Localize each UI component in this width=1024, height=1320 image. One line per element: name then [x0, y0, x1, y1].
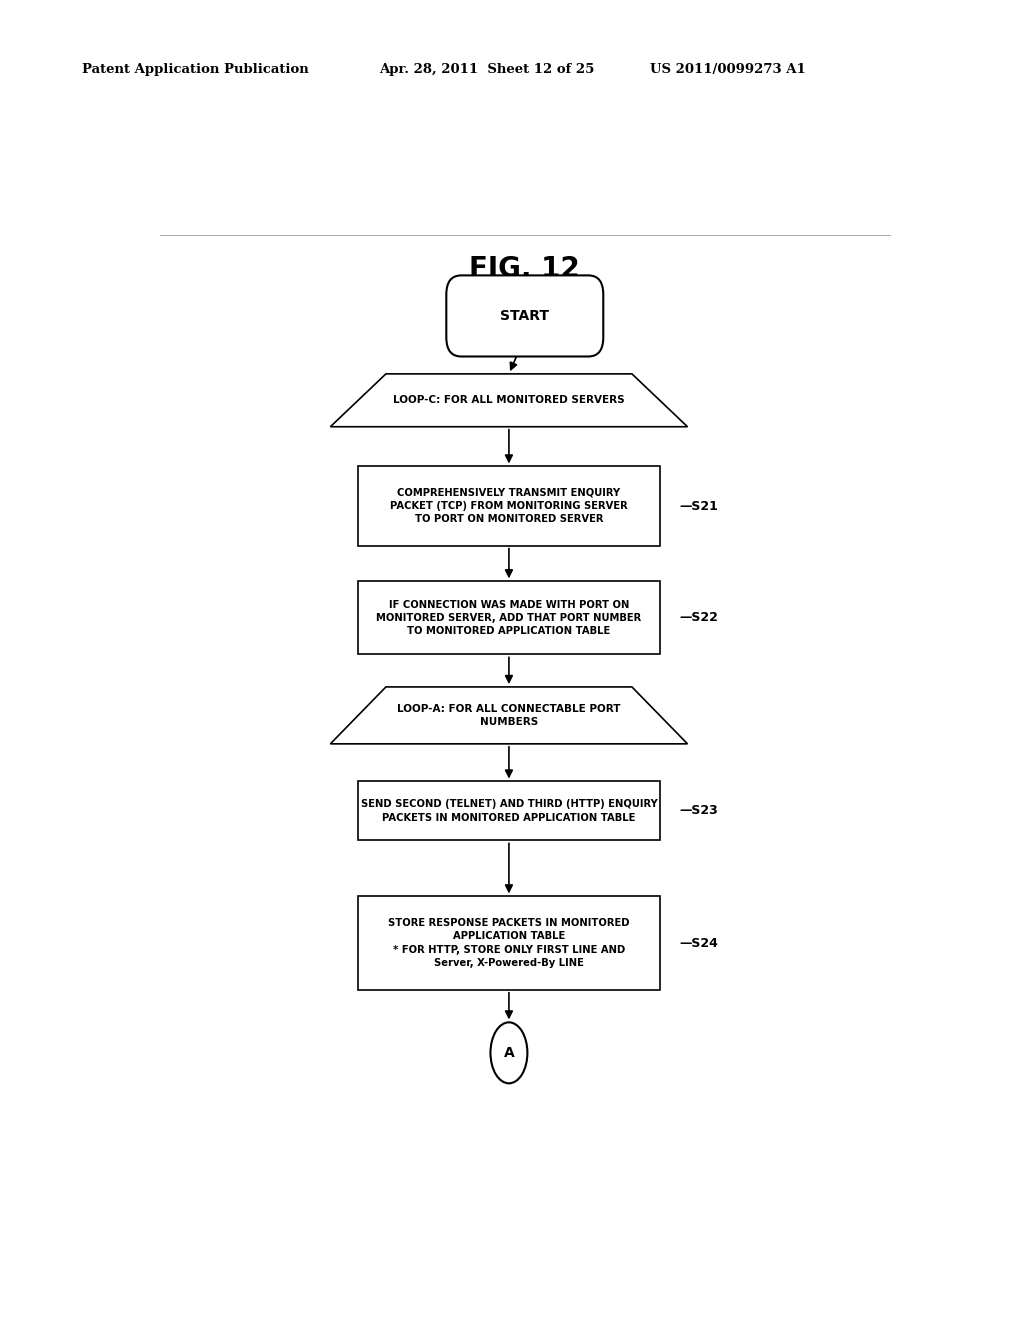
Text: START: START: [501, 309, 549, 323]
Text: —S21: —S21: [680, 499, 719, 512]
Ellipse shape: [490, 1022, 527, 1084]
Bar: [358, 581, 659, 655]
Text: STORE RESPONSE PACKETS IN MONITORED
APPLICATION TABLE
* FOR HTTP, STORE ONLY FIR: STORE RESPONSE PACKETS IN MONITORED APPL…: [388, 919, 630, 968]
Text: —S24: —S24: [680, 937, 719, 949]
Text: IF CONNECTION WAS MADE WITH PORT ON
MONITORED SERVER, ADD THAT PORT NUMBER
TO MO: IF CONNECTION WAS MADE WITH PORT ON MONI…: [376, 599, 642, 636]
Text: Patent Application Publication: Patent Application Publication: [82, 63, 308, 77]
Polygon shape: [331, 686, 687, 744]
Text: SEND SECOND (TELNET) AND THIRD (HTTP) ENQUIRY
PACKETS IN MONITORED APPLICATION T: SEND SECOND (TELNET) AND THIRD (HTTP) EN…: [360, 800, 657, 822]
Text: LOOP-C: FOR ALL MONITORED SERVERS: LOOP-C: FOR ALL MONITORED SERVERS: [393, 395, 625, 405]
Text: FIG. 12: FIG. 12: [469, 255, 581, 282]
Bar: [358, 896, 659, 990]
Text: COMPREHENSIVELY TRANSMIT ENQUIRY
PACKET (TCP) FROM MONITORING SERVER
TO PORT ON : COMPREHENSIVELY TRANSMIT ENQUIRY PACKET …: [390, 488, 628, 524]
Text: LOOP-A: FOR ALL CONNECTABLE PORT
NUMBERS: LOOP-A: FOR ALL CONNECTABLE PORT NUMBERS: [397, 704, 621, 727]
Bar: [358, 781, 659, 841]
Text: US 2011/0099273 A1: US 2011/0099273 A1: [650, 63, 806, 77]
Polygon shape: [331, 374, 687, 426]
FancyBboxPatch shape: [446, 276, 603, 356]
Text: —S22: —S22: [680, 611, 719, 624]
Text: Apr. 28, 2011  Sheet 12 of 25: Apr. 28, 2011 Sheet 12 of 25: [379, 63, 594, 77]
Text: —S23: —S23: [680, 804, 718, 817]
Bar: [358, 466, 659, 545]
Text: A: A: [504, 1045, 514, 1060]
